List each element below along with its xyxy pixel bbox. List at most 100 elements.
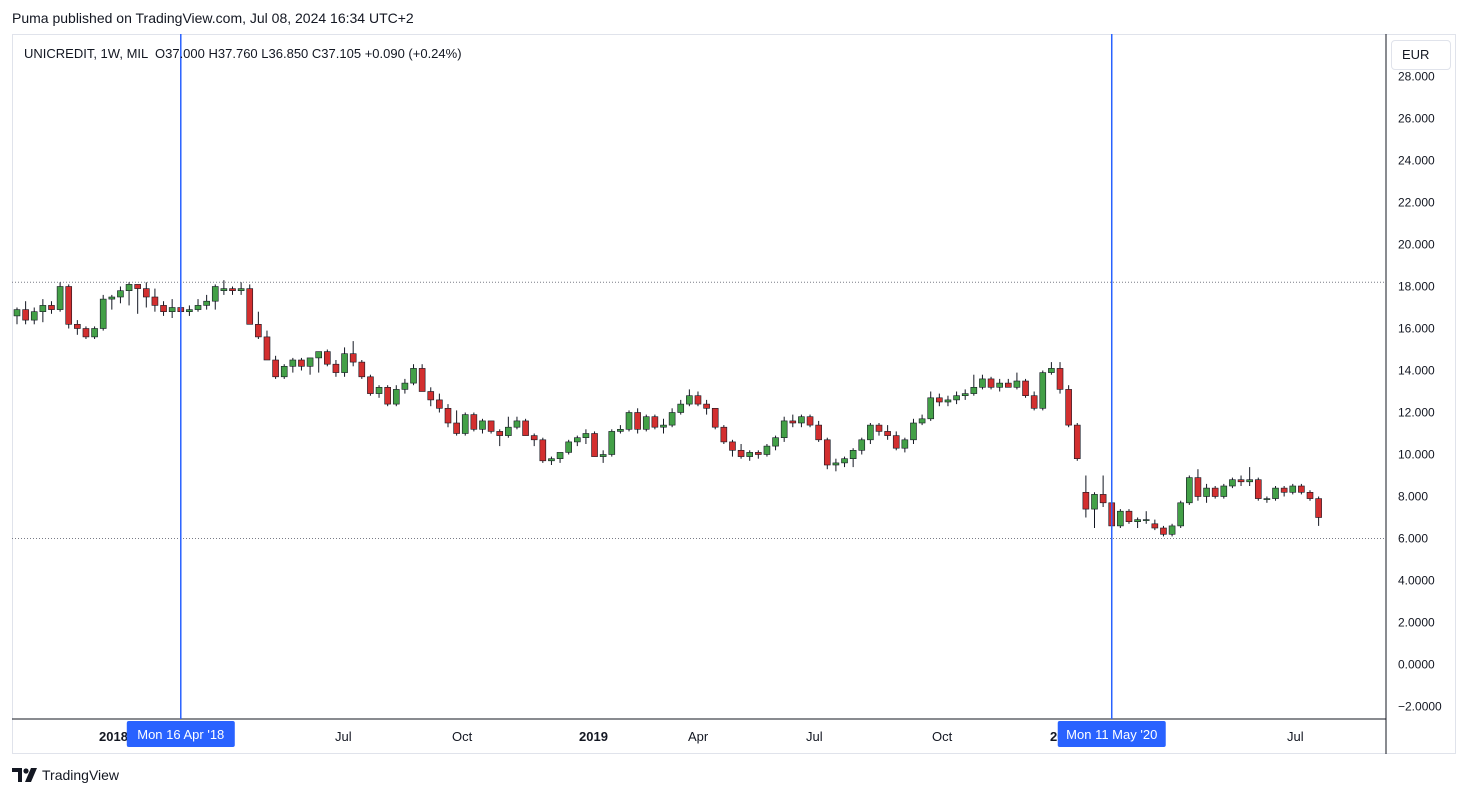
candle-body	[1186, 477, 1193, 504]
tradingview-logo[interactable]: TradingView	[12, 767, 119, 783]
candle-body	[582, 433, 590, 438]
candle-body	[134, 284, 141, 289]
candle-body	[1254, 479, 1262, 499]
candle-body	[255, 323, 262, 338]
candle-body	[1168, 525, 1176, 535]
candle-body	[479, 420, 486, 430]
candle-body	[289, 359, 297, 367]
ohlc-legend: UNICREDIT, 1W, MIL O37.000 H37.760 L36.8…	[24, 46, 462, 61]
candle-body	[39, 305, 47, 312]
time-tick-label: 2019	[579, 729, 608, 744]
candle-body	[720, 426, 728, 443]
candle-body	[867, 424, 874, 441]
candle-body	[953, 395, 960, 401]
candle-body	[392, 389, 400, 405]
publish-header: Puma published on TradingView.com, Jul 0…	[12, 10, 414, 26]
price-tick-label: 4.0000	[1398, 574, 1435, 588]
candle-body	[349, 353, 357, 363]
candle-body	[642, 416, 650, 430]
candle-body	[151, 296, 159, 306]
candle-body	[1082, 491, 1090, 510]
time-tick-label: Apr	[688, 729, 709, 744]
candle-body	[1039, 372, 1047, 409]
marker-date-label: Mon 11 May '20	[1066, 727, 1157, 742]
candle-body	[444, 407, 452, 424]
candle-body	[1211, 487, 1219, 497]
candle-body	[1013, 380, 1021, 388]
price-tick-label: 18.000	[1398, 280, 1435, 294]
candle-body	[1004, 382, 1012, 388]
candle-body	[82, 328, 90, 338]
candle-body	[798, 416, 805, 424]
candle-body	[755, 452, 762, 455]
candle-body	[401, 382, 409, 390]
candle-body	[1289, 485, 1297, 493]
candle-body	[99, 298, 107, 329]
candle-body	[806, 416, 814, 426]
candle-body	[436, 399, 443, 409]
candle-body	[686, 395, 693, 405]
candle-body	[341, 353, 348, 373]
candle-body	[660, 424, 667, 428]
candle-body	[1091, 494, 1098, 510]
candle-body	[280, 365, 288, 378]
candle-body	[117, 290, 124, 298]
candle-body	[1160, 527, 1167, 535]
candle-body	[410, 368, 417, 384]
candle-body	[143, 288, 150, 298]
candle-body	[48, 305, 55, 310]
candle-body	[487, 420, 495, 432]
candle-body	[125, 284, 133, 291]
candlestick-chart[interactable]: 28.000 26.000 24.000 22.000 20.000 18.000 16.0…	[12, 34, 1456, 754]
candle-body	[1237, 479, 1245, 483]
candle-body	[651, 416, 659, 428]
candle-body	[496, 431, 504, 436]
candle-body	[970, 386, 978, 394]
candle-body	[539, 439, 547, 462]
candle-body	[1229, 479, 1236, 487]
candle-body	[936, 397, 943, 403]
candle-body	[505, 426, 512, 436]
candle-body	[315, 351, 323, 359]
candle-body	[1306, 491, 1314, 499]
candle-body	[1099, 494, 1107, 504]
candle-body	[522, 420, 529, 436]
candle-body	[298, 359, 305, 367]
time-tick-label: Jul	[1287, 729, 1304, 744]
candle-body	[841, 458, 848, 464]
marker-date-label: Mon 16 Apr '18	[137, 727, 224, 742]
candle-body	[1142, 519, 1150, 521]
candle-body	[1030, 395, 1038, 409]
candle-body	[789, 420, 797, 424]
tradingview-brand: TradingView	[42, 767, 120, 783]
candle-body	[556, 452, 564, 459]
candle-body	[1022, 380, 1029, 396]
candle-body	[573, 437, 581, 443]
candle-body	[780, 420, 788, 438]
candle-body	[65, 286, 73, 325]
close-value: C37.105	[311, 46, 362, 61]
candle-body	[13, 309, 21, 317]
price-tick-label: 2.0000	[1398, 616, 1435, 630]
marker-date-badge	[1057, 721, 1166, 747]
candle-body	[823, 439, 831, 466]
candle-body	[1134, 519, 1141, 523]
candle-body	[858, 439, 866, 451]
symbol-label[interactable]: UNICREDIT, 1W, MIL	[24, 46, 148, 61]
candle-body	[470, 414, 478, 430]
candle-body	[979, 378, 986, 388]
price-tick-label: 0.0000	[1398, 658, 1435, 672]
candle-body	[160, 305, 167, 312]
currency-selector[interactable]: EUR	[1391, 40, 1451, 70]
candle-body	[548, 458, 555, 462]
candle-body	[1315, 498, 1322, 518]
candle-body	[1065, 389, 1072, 426]
high-value: H37.760	[208, 46, 258, 61]
candle-body	[1056, 368, 1064, 390]
time-tick-label: Jul	[335, 729, 352, 744]
candle-body	[961, 393, 969, 397]
candle-body	[530, 435, 538, 441]
candle-body	[203, 300, 210, 306]
candle-body	[927, 397, 935, 420]
candle-body	[944, 399, 952, 403]
